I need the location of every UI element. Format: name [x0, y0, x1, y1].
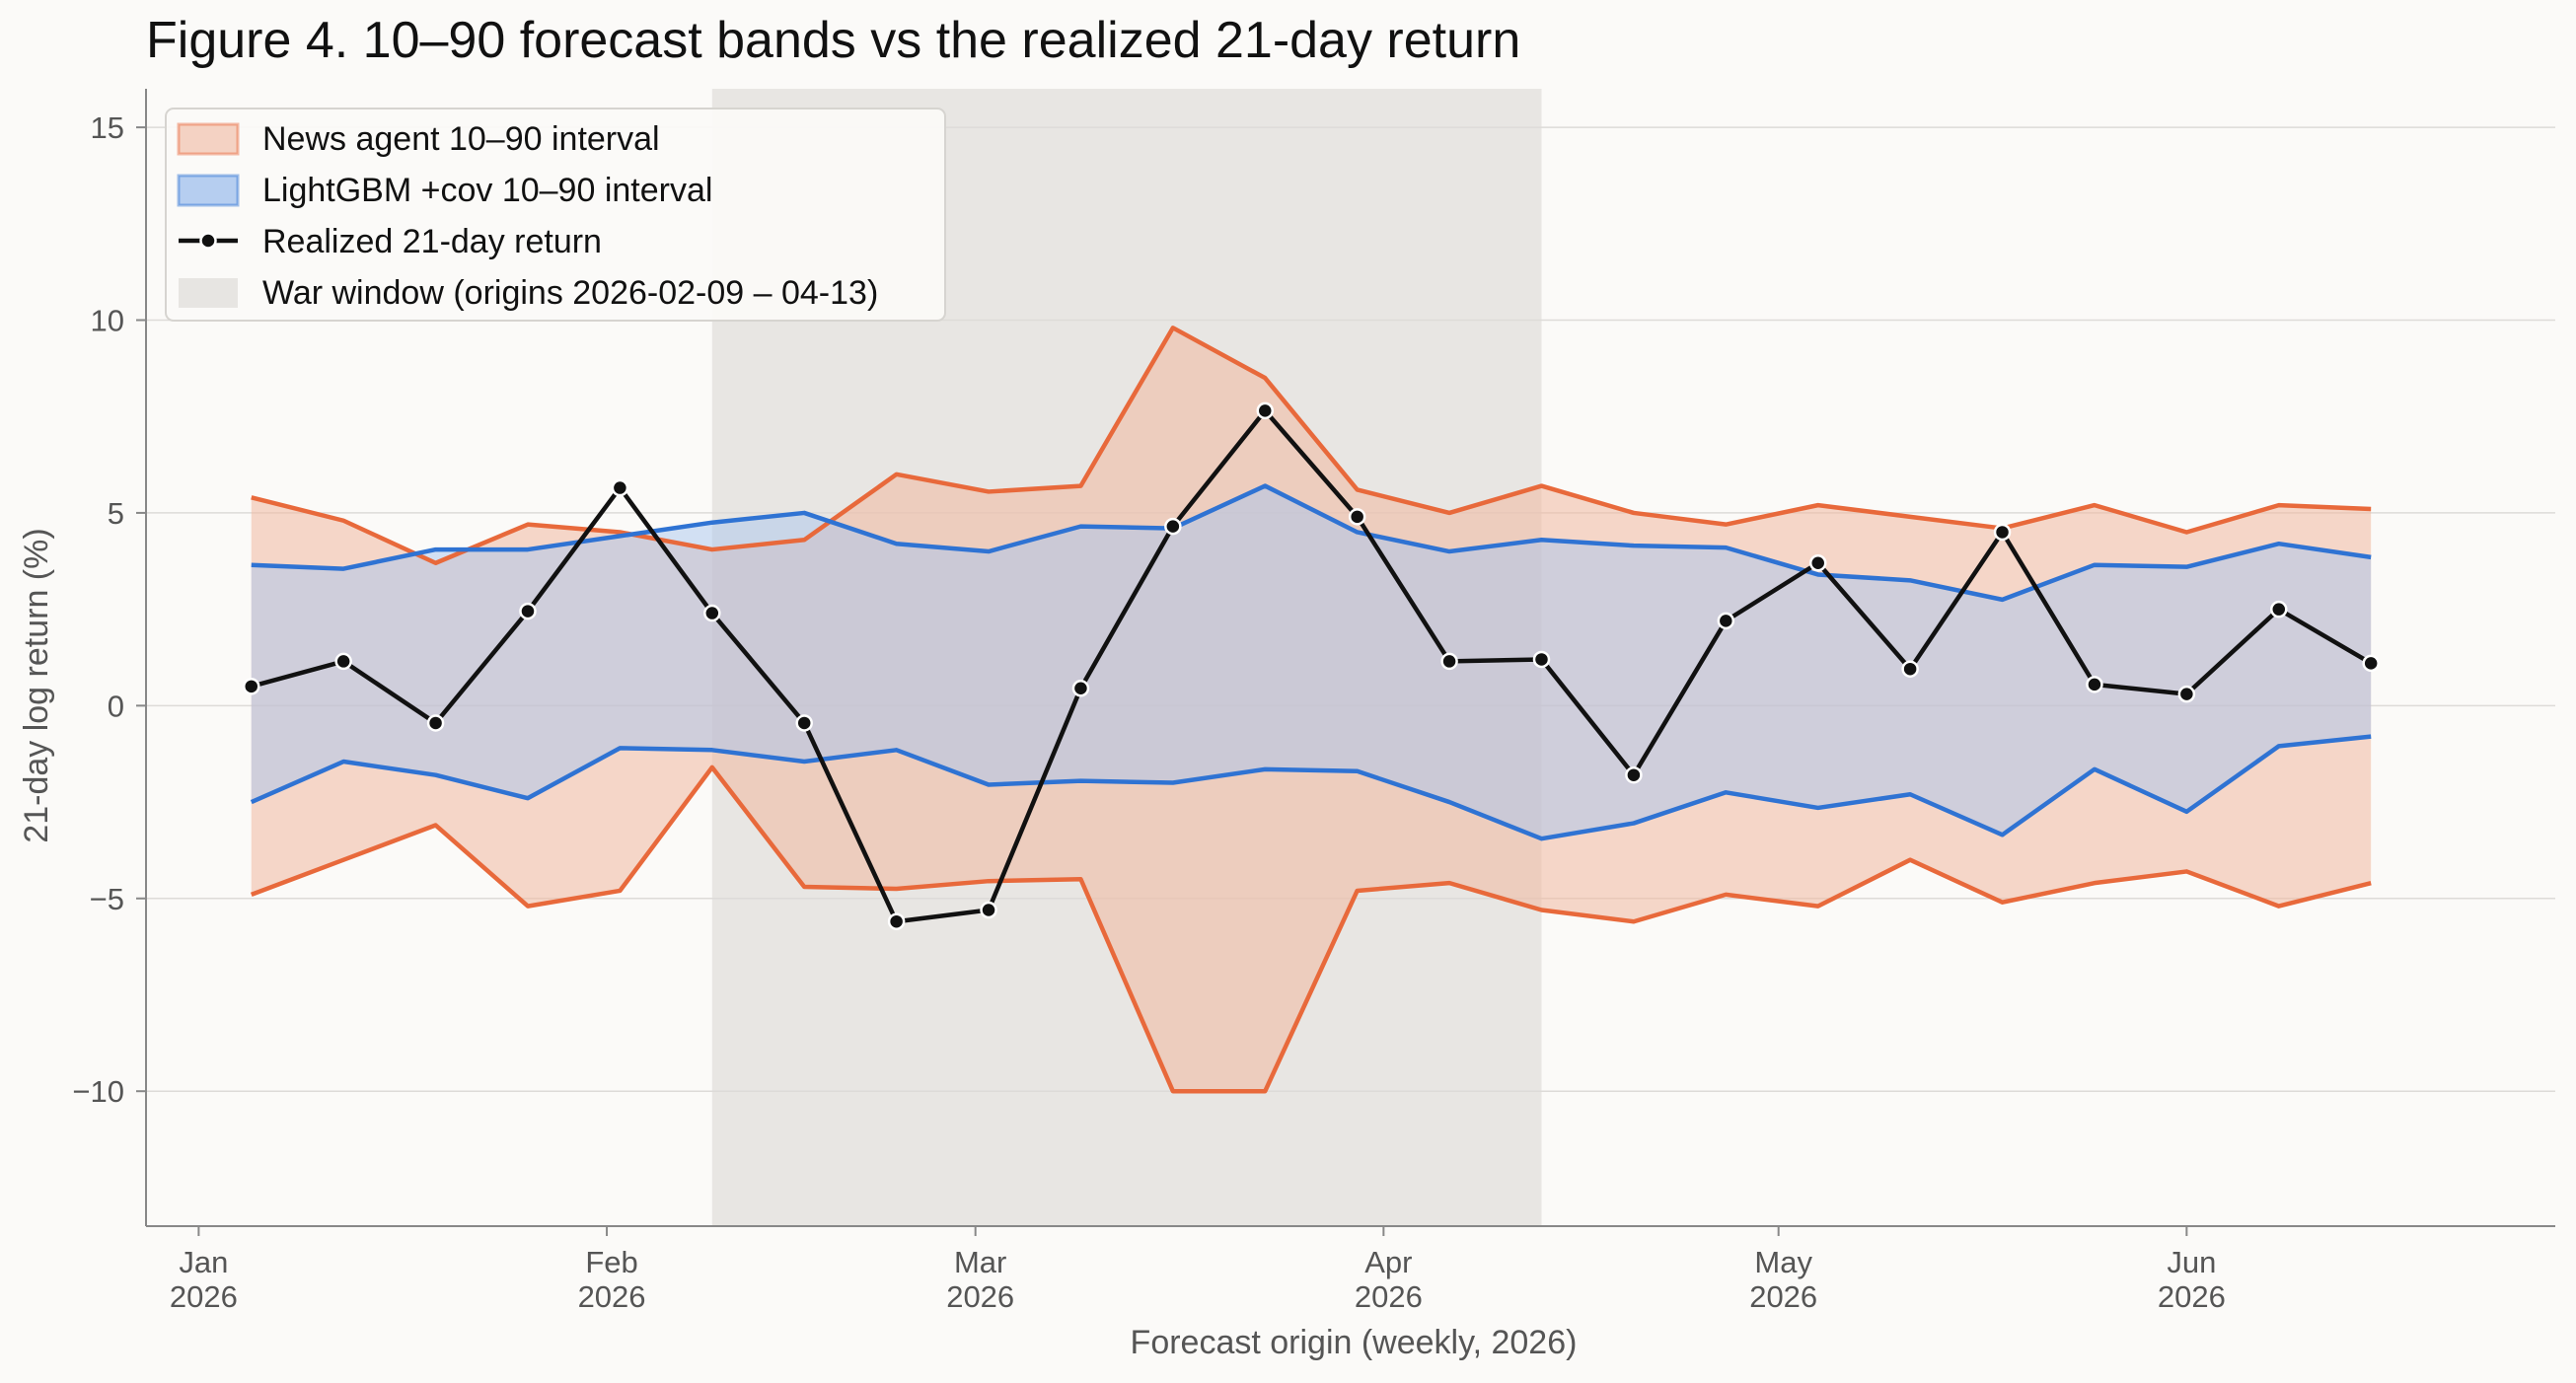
realized-point: [243, 678, 260, 695]
realized-return-line: [251, 408, 2373, 924]
realized-point: [1808, 553, 1827, 572]
realized-point: [2362, 654, 2380, 673]
x-tick-label-year: 2026: [170, 1279, 238, 1314]
band-upper-line-1: [251, 483, 2372, 603]
band-upper-line-0: [251, 326, 2372, 565]
legend-entry-label: Realized 21-day return: [262, 223, 602, 260]
legend-swatch-band: [177, 174, 240, 207]
band-lower-line-0: [250, 764, 2372, 1094]
legend-entry-label: News agent 10–90 interval: [262, 120, 660, 158]
line-layer: [243, 401, 2380, 930]
axis-layer: 151050−5−10Jan2026Feb2026Mar2026Apr2026M…: [72, 89, 2555, 1314]
realized-point: [611, 478, 629, 497]
x-tick-label-month: May: [1754, 1245, 1812, 1279]
x-tick-label-month: Jun: [2167, 1245, 2216, 1279]
realized-point: [1164, 517, 1182, 536]
realized-point: [1348, 508, 1366, 526]
realized-point: [1532, 650, 1551, 669]
realized-point: [1901, 660, 1919, 678]
realized-point: [1071, 680, 1090, 697]
legend-entry-label: War window (origins 2026-02-09 – 04-13): [262, 274, 878, 312]
y-tick-label: 0: [108, 689, 124, 723]
realized-point: [2177, 685, 2196, 703]
band-fill-1: [251, 485, 2372, 839]
x-tick-label-month: Apr: [1364, 1245, 1412, 1279]
legend-swatch-marker: [199, 232, 217, 250]
x-tick-label-month: Jan: [179, 1245, 228, 1279]
realized-point: [887, 912, 906, 930]
realized-point: [1625, 765, 1643, 784]
realized-point: [1993, 523, 2012, 542]
realized-point: [1256, 401, 1275, 420]
y-tick-label: −10: [72, 1074, 124, 1109]
realized-point: [1717, 612, 1735, 630]
band-lower-line-1: [250, 734, 2372, 841]
y-tick-label: 10: [91, 304, 124, 338]
realized-point: [980, 901, 997, 919]
realized-point: [795, 714, 813, 732]
y-tick-label: 15: [91, 110, 124, 145]
x-axis-label: Forecast origin (weekly, 2026): [1131, 1324, 1578, 1361]
chart-title: Figure 4. 10–90 forecast bands vs the re…: [146, 12, 1520, 69]
realized-point: [703, 604, 721, 622]
legend-box: [165, 108, 946, 322]
band-layer: [250, 326, 2372, 1094]
x-tick-label-year: 2026: [1355, 1279, 1423, 1314]
legend-swatch-band: [177, 122, 240, 156]
x-tick-label-year: 2026: [578, 1279, 646, 1314]
x-tick-label-month: Mar: [954, 1245, 1006, 1279]
legend-entry-label: LightGBM +cov 10–90 interval: [262, 172, 712, 209]
realized-point: [426, 714, 445, 732]
x-tick-label-month: Feb: [585, 1245, 637, 1279]
realized-point: [334, 652, 352, 671]
y-tick-label: 5: [108, 496, 124, 531]
realized-point: [2270, 600, 2288, 619]
realized-point: [519, 602, 537, 620]
x-tick-label-year: 2026: [1749, 1279, 1817, 1314]
x-tick-label-year: 2026: [2158, 1279, 2226, 1314]
legend: News agent 10–90 interval LightGBM +cov 1…: [165, 108, 946, 322]
x-tick-label-year: 2026: [946, 1279, 1014, 1314]
y-tick-label: −5: [90, 882, 124, 916]
legend-swatch-shade: [179, 278, 238, 308]
realized-point: [2086, 676, 2103, 693]
y-axis-label: 21-day log return (%): [18, 528, 55, 842]
realized-point: [1440, 652, 1458, 671]
